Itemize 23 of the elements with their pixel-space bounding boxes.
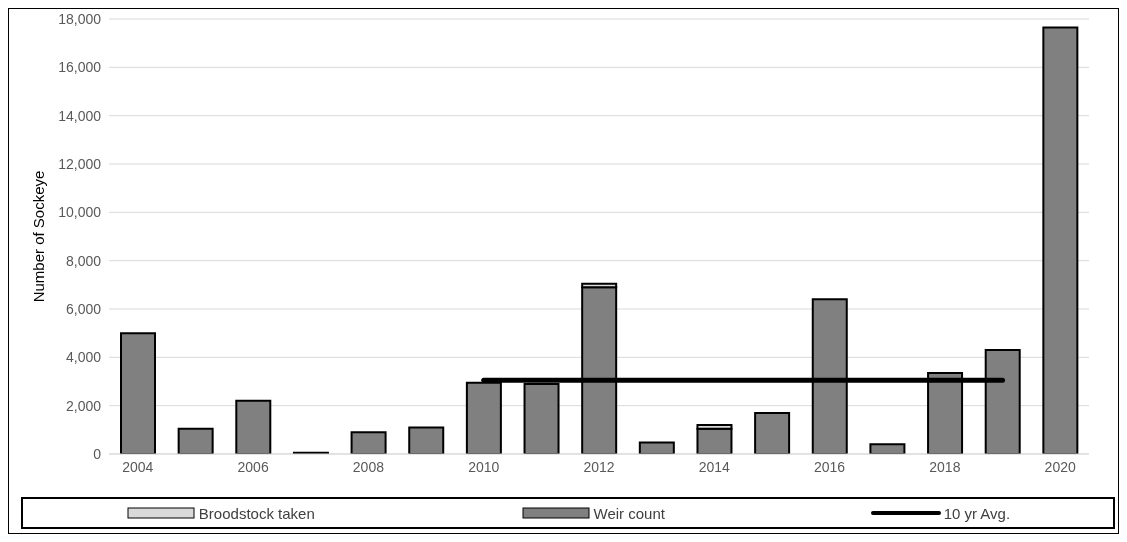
y-axis-title: Number of Sockeye	[30, 170, 48, 303]
x-tick-label: 2016	[814, 458, 846, 475]
y-tick-label: 0	[93, 445, 102, 462]
legend-label: Broodstock taken	[198, 504, 315, 522]
y-tick-label: 8,000	[65, 252, 102, 269]
y-tick-label: 14,000	[58, 107, 102, 124]
y-tick-label: 16,000	[58, 59, 102, 76]
x-tick-label: 2004	[122, 458, 154, 475]
legend-label: 10 yr Avg.	[943, 504, 1011, 522]
x-tick-label: 2018	[929, 458, 961, 475]
x-tick-label: 2020	[1044, 458, 1076, 475]
x-tick-label: 2010	[468, 458, 500, 475]
x-tick-label: 2014	[698, 458, 731, 475]
y-tick-label: 4,000	[65, 349, 102, 366]
y-tick-label: 12,000	[58, 155, 102, 172]
y-tick-label: 6,000	[65, 300, 102, 317]
y-tick-label: 2,000	[65, 397, 102, 414]
y-tick-label: 10,000	[58, 204, 102, 221]
x-tick-label: 2006	[237, 458, 269, 475]
y-tick-label: 18,000	[58, 10, 102, 27]
x-tick-label: 2012	[583, 458, 615, 475]
x-tick-label: 2008	[352, 458, 385, 475]
legend-label: Weir count	[593, 504, 665, 522]
